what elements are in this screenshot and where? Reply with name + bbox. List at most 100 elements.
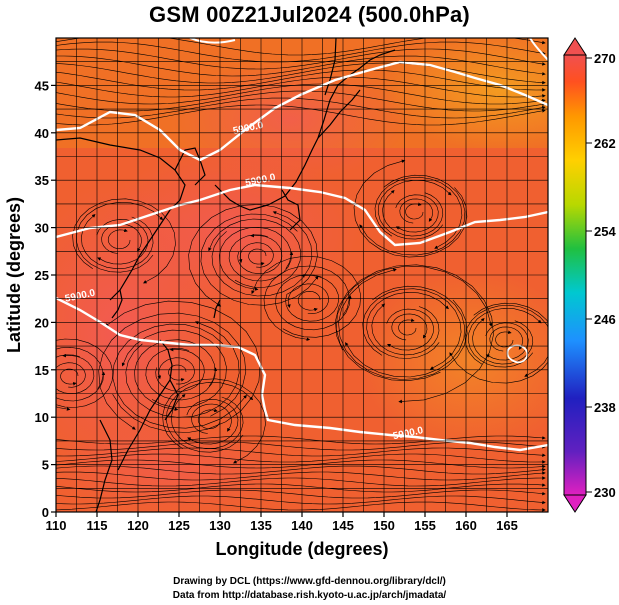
streamline <box>56 495 546 505</box>
y-tick-label: 25 <box>35 268 49 283</box>
colorbar-tick-label: 270 <box>594 51 616 66</box>
x-tick-label: 130 <box>209 518 231 533</box>
streamline <box>80 213 154 270</box>
y-tick-label: 0 <box>42 505 49 520</box>
streamline <box>56 435 546 445</box>
y-tick-label: 20 <box>35 315 49 330</box>
streamline <box>56 476 546 487</box>
streamline <box>285 273 340 322</box>
contour-5900-corner-left <box>189 38 236 44</box>
streamline <box>56 362 86 388</box>
streamline <box>485 322 529 361</box>
streamline <box>56 346 104 411</box>
colorbar-tick-label: 254 <box>594 224 616 239</box>
x-tick-label: 160 <box>455 518 477 533</box>
streamline <box>56 353 95 395</box>
x-tick-label: 140 <box>291 518 313 533</box>
streamline <box>251 255 362 338</box>
streamline <box>472 317 534 365</box>
y-tick-label: 30 <box>35 221 49 236</box>
streamline <box>168 364 187 382</box>
streamline <box>335 265 493 382</box>
streamline <box>56 41 546 63</box>
streamline <box>495 330 514 348</box>
streamline <box>155 347 205 392</box>
streamline <box>56 501 546 512</box>
streamline <box>382 189 444 237</box>
y-tick-label: 5 <box>42 458 49 473</box>
streamline <box>263 265 350 341</box>
streamline <box>56 62 546 85</box>
grid-lines <box>55 37 549 513</box>
contour-5900-corner <box>529 38 548 61</box>
streamline <box>449 302 548 384</box>
streamline <box>56 459 546 469</box>
colorbar: 230 238 246 254 262 270 <box>563 37 616 513</box>
streamline <box>391 313 428 341</box>
streamline <box>211 211 313 297</box>
x-tick-label: 110 <box>46 518 67 533</box>
streamline <box>56 55 546 77</box>
streamline <box>238 242 274 268</box>
colorbar-tick-label: 246 <box>594 312 616 327</box>
wind-streamlines <box>56 38 548 512</box>
x-tick-label: 145 <box>332 518 354 533</box>
streamline <box>374 176 463 249</box>
y-tick-label: 10 <box>35 410 49 425</box>
streamline <box>56 83 546 105</box>
streamline <box>56 76 546 98</box>
y-tick-label: 15 <box>35 363 49 378</box>
colorbar-tick-label: 262 <box>594 136 616 151</box>
streamline <box>395 194 439 233</box>
streamline <box>56 465 546 475</box>
streamline <box>359 174 466 256</box>
x-tick-label: 125 <box>168 518 190 533</box>
x-tick-label: 120 <box>127 518 149 533</box>
streamline <box>56 447 546 457</box>
y-axis-label: Latitude (degrees) <box>4 197 24 353</box>
streamline <box>157 357 195 385</box>
colorbar-tick-label: 238 <box>594 400 616 415</box>
streamline <box>72 198 176 284</box>
streamline <box>197 408 221 430</box>
streamline <box>145 347 218 401</box>
y-tick-label: 45 <box>35 78 49 93</box>
x-tick-label: 115 <box>87 518 108 533</box>
colorbar-body <box>563 54 587 496</box>
streamline <box>104 300 261 433</box>
streamline <box>56 354 106 402</box>
streamline <box>112 323 247 429</box>
streamline <box>56 471 546 481</box>
streamline <box>162 378 266 464</box>
streamline <box>56 453 546 464</box>
streamline <box>56 90 546 112</box>
streamline <box>208 218 302 288</box>
chart-title: GSM 00Z21Jul2024 (500.0hPa) <box>149 2 470 27</box>
streamline <box>56 489 546 499</box>
x-tick-label: 165 <box>496 518 518 533</box>
streamline <box>405 202 424 220</box>
streamline <box>399 198 434 224</box>
colorbar-tick-label: 230 <box>594 485 616 500</box>
streamline <box>96 219 149 265</box>
streamline <box>297 290 321 312</box>
drawing-credit: Drawing by DCL (https://www.gfd-dennou.o… <box>173 576 446 587</box>
streamline <box>218 226 292 291</box>
streamline <box>134 339 216 411</box>
contour-5900-closed <box>506 344 529 364</box>
streamline <box>377 179 452 240</box>
streamline <box>56 104 546 126</box>
height-contours <box>56 38 548 452</box>
streamline <box>56 48 546 70</box>
contour-5900-south <box>56 296 548 452</box>
x-tick-label: 135 <box>250 518 272 533</box>
streamline <box>121 329 227 408</box>
data-credit: Data from http://database.rish.kyoto-u.a… <box>172 590 447 601</box>
streamline <box>464 304 548 377</box>
y-tick-label: 40 <box>35 126 49 141</box>
colorbar-bottom-triangle <box>563 494 587 513</box>
streamline <box>56 338 114 408</box>
y-axis-ticks: 0 5 10 15 20 25 30 35 40 45 <box>35 78 56 520</box>
y-tick-label: 35 <box>35 173 49 188</box>
